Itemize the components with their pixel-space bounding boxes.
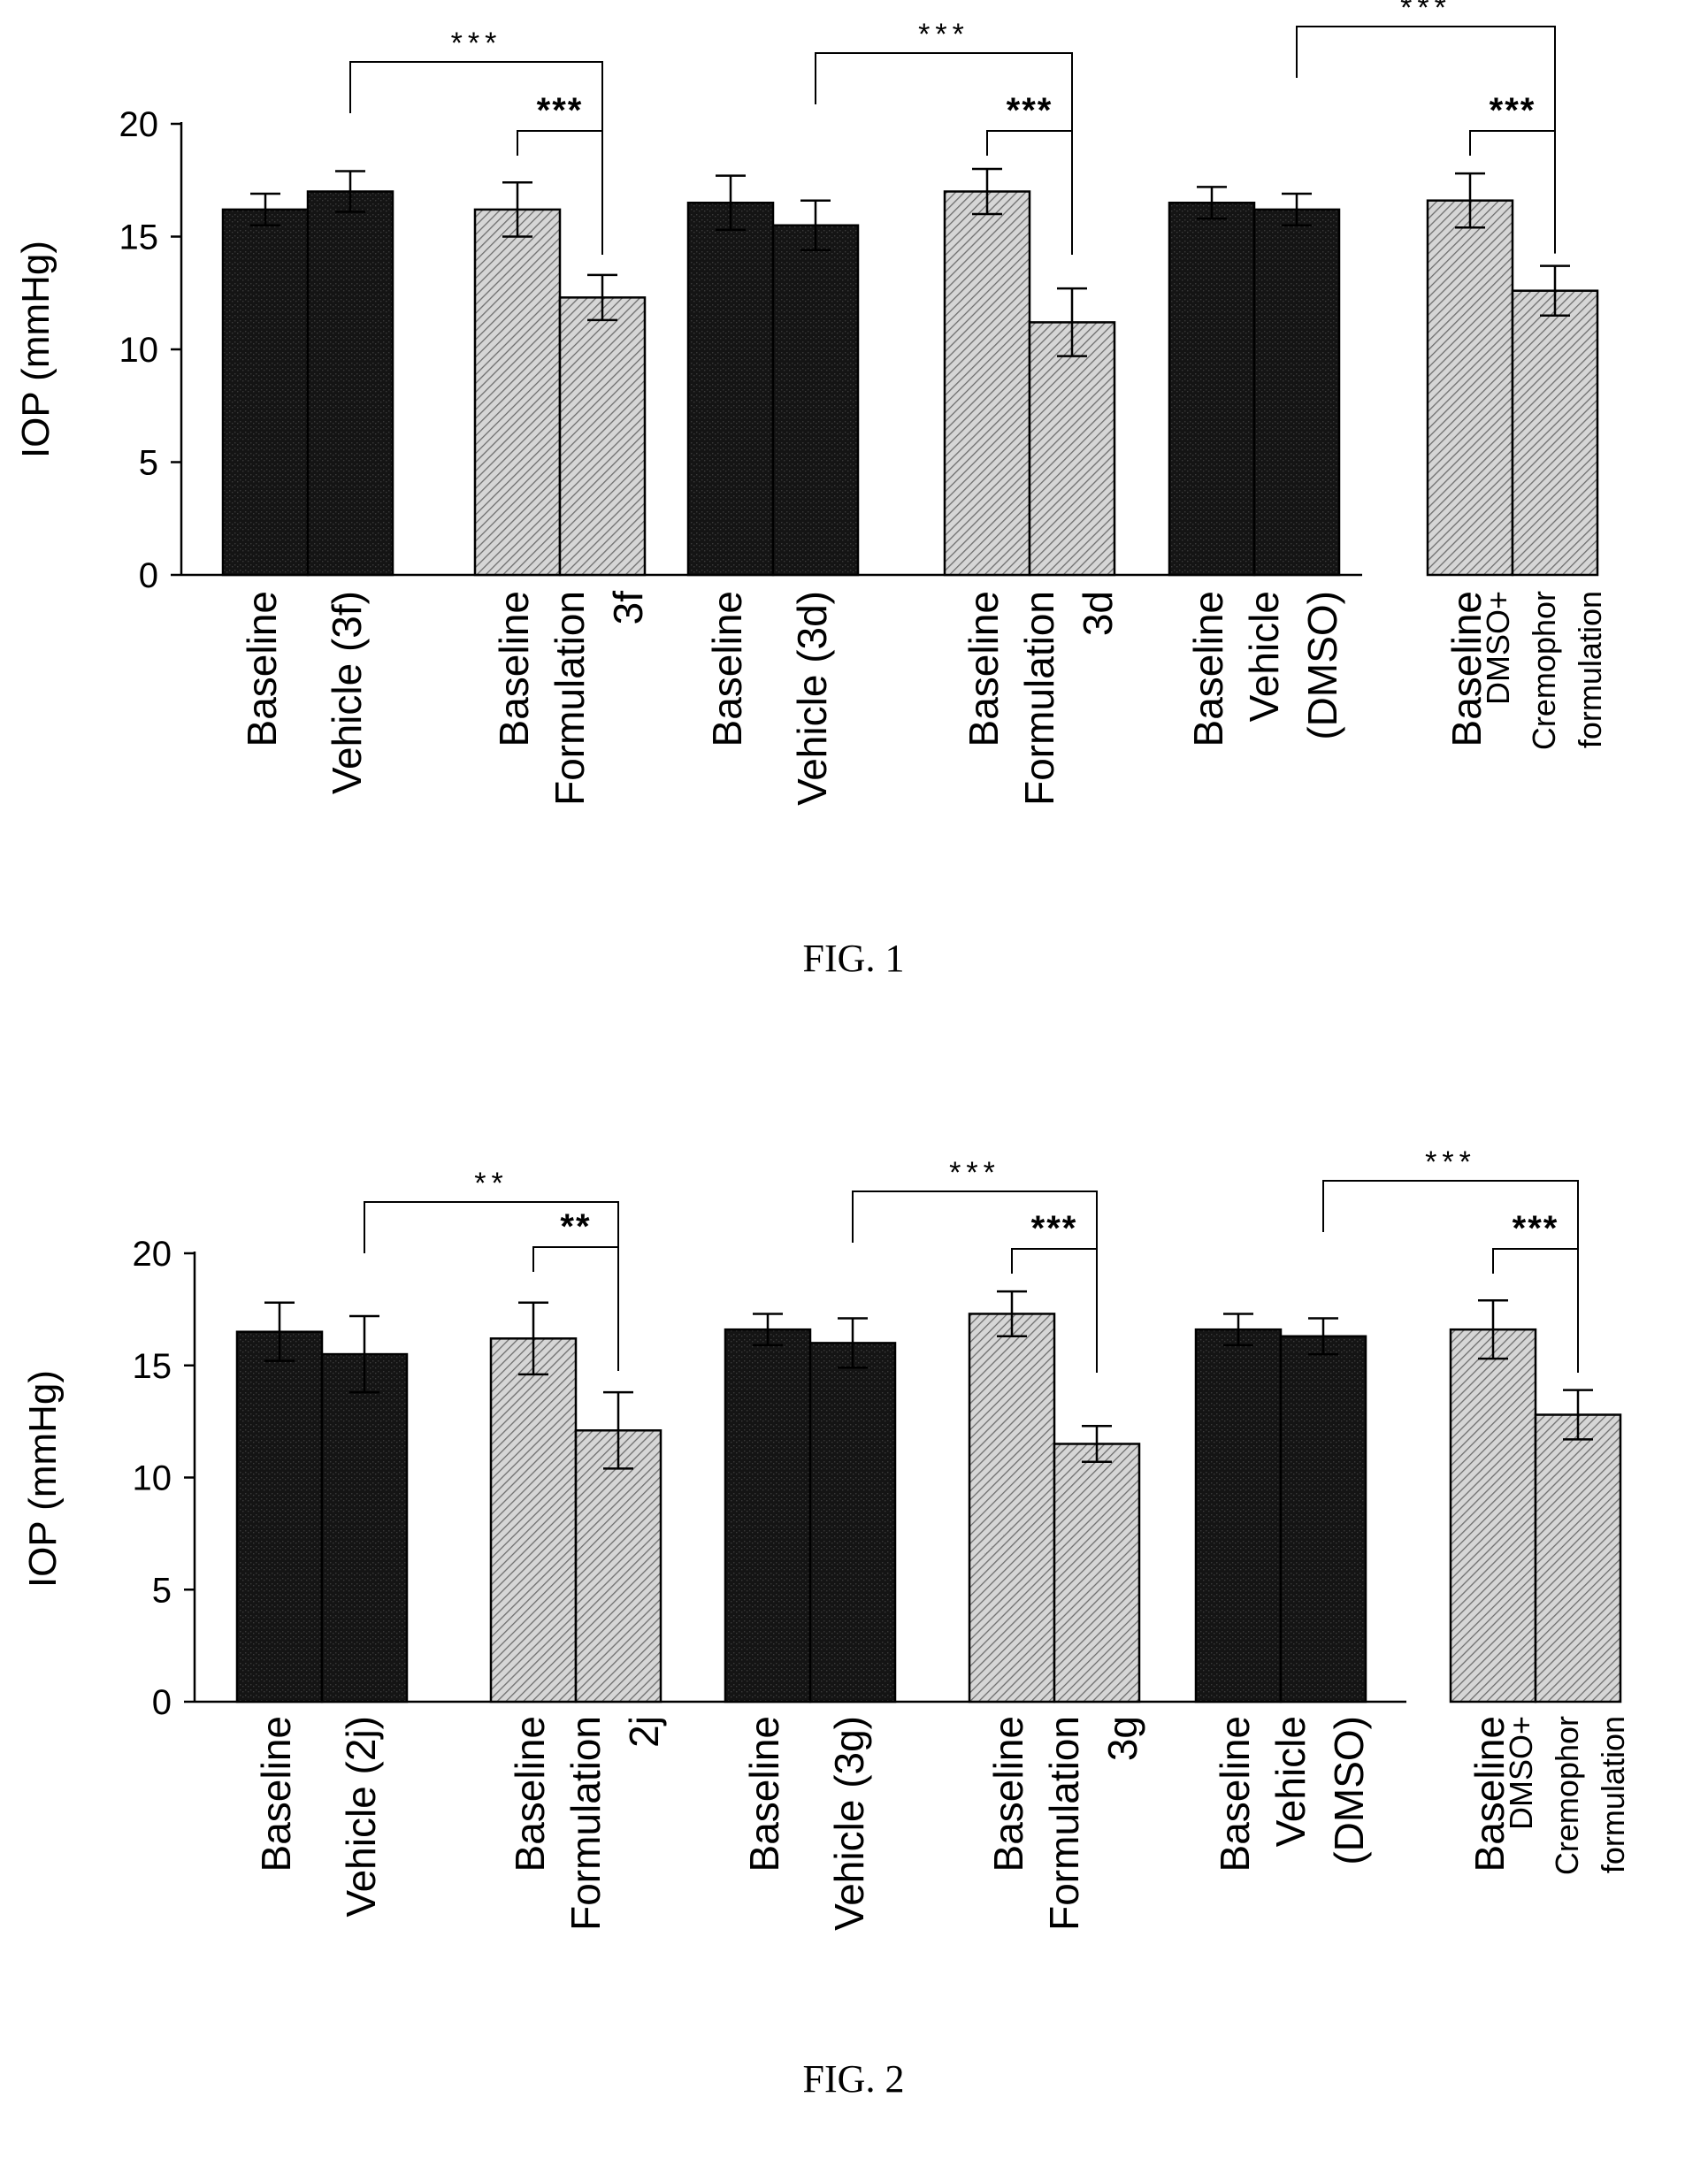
- fig2-bar: [808, 1342, 897, 1703]
- fig1-category-label: Baseline: [1444, 591, 1490, 746]
- figure-1: IOP (mmHg) 0 5 10 15 20 Baseline Vehicle (3f) Ba…: [14, 0, 1608, 980]
- fig1-bar: [1168, 202, 1256, 577]
- fig2-category-label: DMSO+: [1503, 1716, 1539, 1830]
- fig2-significance-label: ***: [949, 1156, 1000, 1190]
- fig2-significance-label: ***: [1031, 1209, 1078, 1248]
- fig1-bar: [473, 208, 562, 577]
- fig1-significance-bracket: [1296, 26, 1556, 150]
- fig2-category-label: (DMSO): [1326, 1716, 1372, 1865]
- fig2-bar: [968, 1313, 1056, 1703]
- fig2-significance-label: ***: [1513, 1209, 1559, 1248]
- fig2-significance-bracket: [1011, 1248, 1098, 1373]
- fig2-category-label: Baseline: [1212, 1716, 1258, 1872]
- fig2-category-label: Cremophor: [1549, 1716, 1585, 1875]
- fig1-category-label: Vehicle (3d): [789, 591, 835, 806]
- fig1-significance-bracket: [517, 130, 603, 255]
- fig1-category-label: Formulation: [1016, 591, 1062, 806]
- fig1-category-label: Baseline: [704, 591, 750, 746]
- fig1-significance-label: ***: [1007, 91, 1053, 130]
- fig2-y-tick-label: 20: [133, 1235, 172, 1274]
- fig2-category-label: Vehicle (2j): [338, 1716, 384, 1918]
- fig2-bar: [1534, 1413, 1622, 1703]
- fig1-bar: [1252, 208, 1341, 577]
- fig1-category-label: Baseline: [491, 591, 537, 746]
- fig1-y-axis-label: IOP (mmHg): [14, 241, 57, 458]
- fig1-bar: [1511, 289, 1599, 577]
- fig2-category-label: Vehicle: [1268, 1716, 1314, 1847]
- fig1-category-label: 3d: [1075, 591, 1121, 636]
- fig2-category-label: Baseline: [985, 1716, 1031, 1872]
- fig1-bar: [306, 190, 394, 577]
- fig1-y-tick-label: 5: [139, 444, 158, 483]
- fig2-category-label: Vehicle (3g): [826, 1716, 872, 1931]
- fig2-category-label: Formulation: [1041, 1716, 1087, 1931]
- fig1-category-label: Baseline: [961, 591, 1007, 746]
- fig2-y-tick-label: 10: [133, 1459, 172, 1498]
- fig2-significance-bracket: [532, 1246, 619, 1371]
- fig1-bar: [221, 208, 310, 577]
- fig1-category-label: Vehicle: [1241, 591, 1287, 722]
- fig1-bar: [686, 202, 775, 577]
- fig2-y-axis-label: IOP (mmHg): [21, 1370, 65, 1588]
- fig1-significance-label: ***: [1490, 91, 1536, 130]
- fig1-significance-label: ***: [1400, 0, 1451, 25]
- figure-2: IOP (mmHg) 0 5 10 15 20 Baseline Vehicle (2j) Ba…: [21, 1145, 1631, 2101]
- fig1-category-label: formulation: [1572, 591, 1608, 748]
- fig2-bar: [320, 1352, 409, 1703]
- fig1-significance-bracket: [815, 52, 1073, 177]
- fig1-bar: [943, 190, 1031, 577]
- fig2-significance-label: **: [560, 1207, 591, 1246]
- fig2-category-label: 2j: [621, 1716, 667, 1748]
- fig2-category-label: Baseline: [507, 1716, 553, 1872]
- fig1-category-label: Cremophor: [1526, 591, 1562, 750]
- fig1-category-label: Vehicle (3f): [324, 591, 370, 794]
- fig2-y-tick-label: 0: [152, 1683, 172, 1722]
- fig2-y-tick-label: 15: [133, 1347, 172, 1386]
- fig1-bar: [1028, 321, 1116, 577]
- fig2-category-label: Baseline: [253, 1716, 299, 1872]
- fig1-bar: [558, 296, 647, 577]
- fig1-category-label: Baseline: [1185, 591, 1231, 746]
- fig2-category-label: 3g: [1099, 1716, 1145, 1761]
- fig1-y-tick-label: 0: [139, 556, 158, 595]
- fig1-significance-bracket: [986, 130, 1073, 255]
- fig2-bar: [1279, 1335, 1367, 1703]
- fig1-category-label: (DMSO): [1299, 591, 1345, 740]
- fig1-y-tick-label: 20: [119, 105, 159, 144]
- fig2-bar: [574, 1429, 663, 1703]
- fig1-significance-bracket: [349, 61, 603, 186]
- fig2-bar: [1053, 1443, 1141, 1703]
- fig2-category-label: Baseline: [1467, 1716, 1513, 1872]
- fig2-bar: [1194, 1328, 1283, 1703]
- fig1-category-label: DMSO+: [1480, 591, 1516, 705]
- fig2-category-label: Formulation: [563, 1716, 609, 1931]
- fig1-chart: IOP (mmHg) 0 5 10 15 20 Baseline Vehicle (3f) Ba…: [14, 0, 1608, 806]
- fig2-significance-bracket: [1492, 1248, 1579, 1373]
- fig2-bar: [1449, 1328, 1537, 1703]
- fig2-significance-bracket: [1322, 1180, 1579, 1305]
- fig2-y-tick-label: 5: [152, 1571, 172, 1610]
- fig1-significance-label: ***: [537, 91, 584, 130]
- fig1-bar: [1426, 199, 1514, 577]
- fig2-category-label: formulation: [1595, 1716, 1631, 1873]
- fig2-category-label: Baseline: [741, 1716, 787, 1872]
- fig1-category-label: Formulation: [547, 591, 593, 806]
- fig1-category-label: Baseline: [239, 591, 285, 746]
- fig2-bar: [489, 1337, 578, 1703]
- fig1-y-tick-label: 10: [119, 331, 159, 370]
- fig2-significance-label: ***: [1425, 1145, 1476, 1179]
- fig1-y-tick-label: 15: [119, 218, 159, 257]
- fig2-significance-label: **: [474, 1167, 508, 1200]
- fig2-bar: [724, 1328, 812, 1703]
- fig2-caption: FIG. 2: [803, 2057, 905, 2101]
- fig1-caption: FIG. 1: [803, 937, 905, 980]
- fig1-significance-label: ***: [918, 18, 969, 51]
- fig2-bar: [235, 1330, 324, 1703]
- fig2-chart: IOP (mmHg) 0 5 10 15 20 Baseline Vehicle (2j) Ba…: [21, 1145, 1631, 1931]
- fig1-bar: [771, 224, 860, 577]
- fig1-category-label: 3f: [605, 591, 651, 625]
- fig1-significance-label: ***: [451, 27, 502, 60]
- fig1-significance-bracket: [1469, 130, 1556, 254]
